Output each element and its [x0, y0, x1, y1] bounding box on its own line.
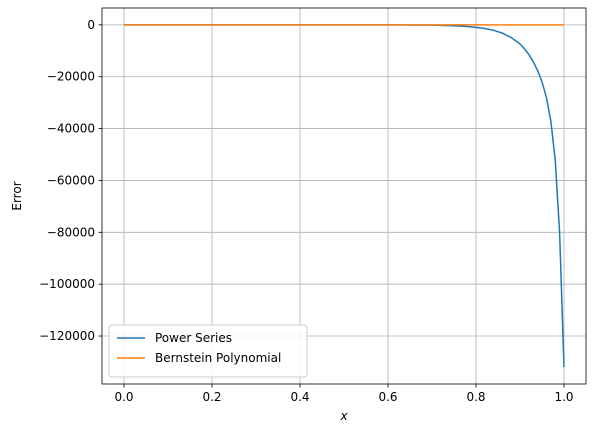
x-axis-label: x — [339, 409, 348, 423]
y-tick-label: 0 — [87, 18, 95, 32]
y-tick-label: −60000 — [47, 173, 95, 187]
x-tick-label: 1.0 — [554, 390, 573, 404]
series-lines — [124, 24, 565, 368]
y-tick-label: −100000 — [39, 277, 95, 291]
y-tick-label: −80000 — [47, 225, 95, 239]
y-axis-ticks: 0 −20000 −40000 −60000 −80000 −100000 −120000 — [39, 18, 102, 343]
y-tick-label: −120000 — [39, 329, 95, 343]
legend: Power Series Bernstein Polynomial — [108, 324, 308, 378]
y-axis-label: Error — [10, 181, 24, 210]
x-tick-label: 0.8 — [466, 390, 485, 404]
grid-lines — [102, 8, 586, 384]
y-tick-label: −20000 — [47, 70, 95, 84]
x-tick-label: 0.4 — [290, 390, 309, 404]
y-tick-label: −40000 — [47, 122, 95, 136]
series-line-power-series — [124, 24, 565, 368]
legend-box — [108, 324, 308, 378]
plot-frame — [101, 7, 587, 385]
legend-label-bernstein-polynomial: Bernstein Polynomial — [155, 351, 281, 365]
x-tick-label: 0.2 — [202, 390, 221, 404]
x-axis-ticks: 0.0 0.2 0.4 0.6 0.8 1.0 — [114, 384, 574, 404]
legend-label-power-series: Power Series — [155, 331, 232, 345]
x-tick-label: 0.6 — [378, 390, 397, 404]
x-tick-label: 0.0 — [114, 390, 133, 404]
